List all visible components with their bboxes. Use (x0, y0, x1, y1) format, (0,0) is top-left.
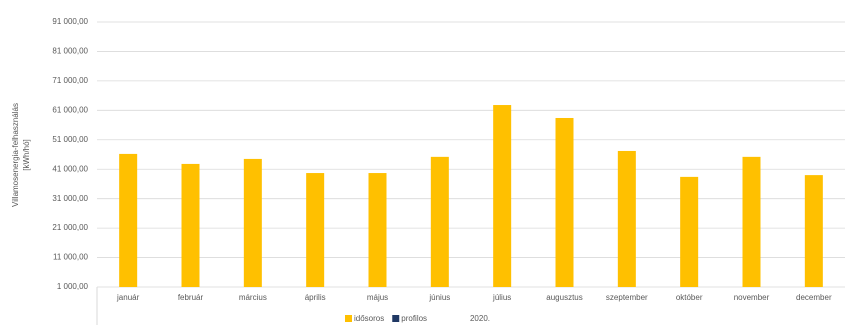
x-tick-label: augusztus (546, 293, 582, 302)
x-tick-label: december (796, 293, 832, 302)
y-tick-label: 71 000,00 (52, 76, 88, 85)
x-tick-label: június (428, 293, 450, 302)
legend-swatch (345, 315, 352, 322)
y-tick-label: 1 000,00 (57, 282, 89, 291)
legend-label: idősoros (354, 314, 384, 323)
bar (243, 158, 262, 287)
x-tick-label: március (239, 293, 267, 302)
legend-swatch (392, 315, 400, 322)
x-tick-label: április (305, 293, 326, 302)
bar (742, 156, 761, 287)
bar (555, 117, 574, 287)
bar (430, 156, 449, 287)
bar (804, 175, 823, 287)
y-tick-label: 51 000,00 (52, 135, 88, 144)
y-tick-label: 81 000,00 (52, 47, 88, 56)
bar (368, 173, 387, 287)
bar (306, 173, 325, 287)
bar (493, 105, 512, 288)
bar (181, 163, 200, 287)
x-tick-label: július (492, 293, 511, 302)
x-tick-label: szeptember (606, 293, 648, 302)
bar (617, 150, 636, 287)
y-tick-label: 41 000,00 (52, 164, 88, 173)
x-tick-label: október (676, 293, 703, 302)
y-tick-label: 21 000,00 (52, 223, 88, 232)
y-axis-title: Villamosenergia-felhasználás (11, 103, 20, 207)
legend-label: profilos (401, 314, 427, 323)
bar (119, 153, 138, 287)
y-tick-label: 31 000,00 (52, 194, 88, 203)
x-tick-label: május (367, 293, 388, 302)
x-tick-label: január (116, 293, 140, 302)
bar (680, 176, 699, 287)
x-tick-label: november (734, 293, 770, 302)
x-tick-label: február (178, 293, 204, 302)
y-tick-label: 11 000,00 (53, 253, 89, 262)
y-axis-title: [kWh/hó] (22, 139, 31, 171)
x-axis-title: 2020. (470, 314, 490, 323)
y-tick-label: 61 000,00 (52, 105, 88, 114)
y-tick-label: 91 000,00 (52, 17, 88, 26)
